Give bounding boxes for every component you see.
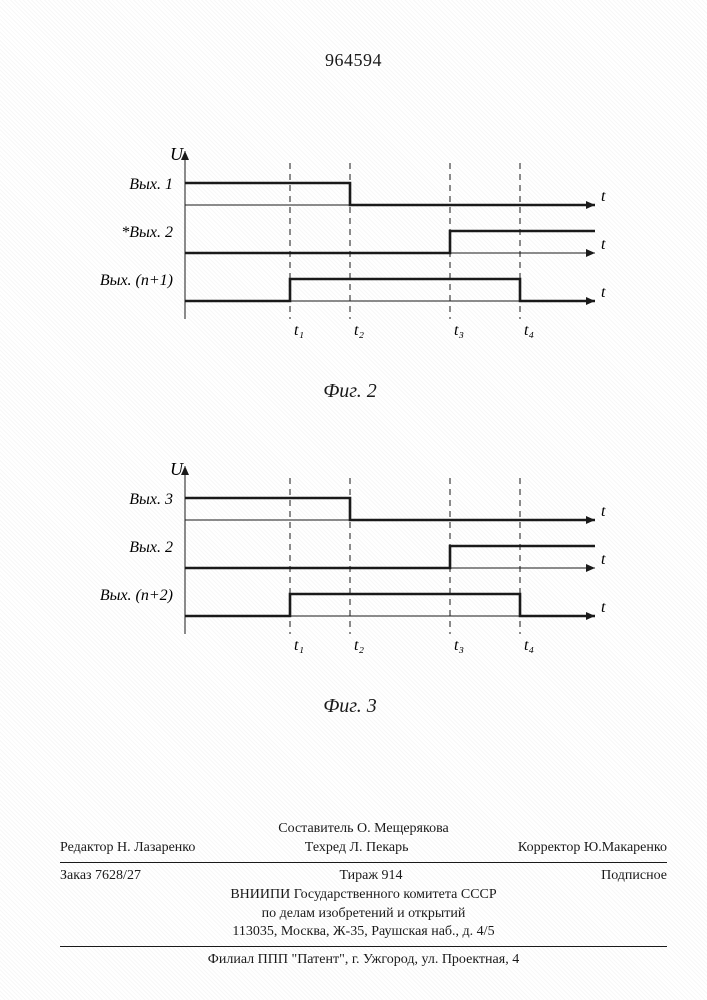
x-axis-label: t <box>601 284 606 301</box>
axis-arrow <box>181 466 189 634</box>
y-axis-label: U <box>170 144 184 164</box>
trace-waveform <box>185 546 595 568</box>
time-tick-label: t₁ <box>294 637 304 654</box>
trace-waveform <box>185 231 595 253</box>
time-tick-label: t₁ <box>294 322 304 339</box>
order-no: Заказ 7628/27 <box>60 867 141 886</box>
time-tick-label: t₄ <box>524 322 534 339</box>
org-line-1: ВНИИПИ Государственного комитета СССР <box>60 886 667 905</box>
trace-label: Вых. 1 <box>129 176 173 193</box>
axis-arrow <box>181 151 189 319</box>
x-axis-label: t <box>601 188 606 205</box>
trace-label: Вых. (n+2) <box>100 587 173 604</box>
subscription: Подписное <box>601 867 667 886</box>
x-axis-label: t <box>601 551 606 568</box>
tirazh: Тираж 914 <box>339 867 402 886</box>
y-axis-label: U <box>170 459 184 479</box>
page-root: 964594 U Вых. 1 t *Вых. 2 t Вых. (n+1) t t₁ t… <box>0 0 707 1000</box>
time-tick-label: t₃ <box>454 322 464 339</box>
figure-caption: Фиг. 3 <box>90 695 610 718</box>
time-tick-label: t₄ <box>524 637 534 654</box>
editor: Редактор Н. Лазаренко <box>60 839 195 858</box>
compiler-line: Составитель О. Мещерякова <box>60 820 667 839</box>
trace-label: Вых. 3 <box>129 491 173 508</box>
print-row: Заказ 7628/27 Тираж 914 Подписное <box>60 867 667 886</box>
trace-label: Вых. (n+1) <box>100 272 173 289</box>
branch-line: Филиал ППП "Патент", г. Ужгород, ул. Про… <box>60 951 667 970</box>
doc-number: 964594 <box>0 50 707 71</box>
techred: Техред Л. Пекарь <box>305 839 409 858</box>
org-line-2: по делам изобретений и открытий <box>60 905 667 924</box>
x-axis-label: t <box>601 236 606 253</box>
time-tick-label: t₂ <box>354 322 364 339</box>
trace-label: Вых. 2 <box>129 539 173 556</box>
colophon: Составитель О. Мещерякова Редактор Н. Ла… <box>60 820 667 970</box>
trace-waveform <box>185 183 595 205</box>
trace-label: *Вых. 2 <box>121 224 173 241</box>
rule-2 <box>60 946 667 947</box>
trace-waveform <box>185 498 595 520</box>
org-line-3: 113035, Москва, Ж-35, Раушская наб., д. … <box>60 923 667 942</box>
trace-waveform <box>185 594 595 616</box>
fig3: U Вых. 3 t Вых. 2 t Вых. (n+2) t t₁ t₂ t₃ t₄ Фиг… <box>90 460 610 718</box>
rule-1 <box>60 862 667 863</box>
time-tick-label: t₃ <box>454 637 464 654</box>
corrector: Корректор Ю.Макаренко <box>518 839 667 858</box>
x-axis-label: t <box>601 599 606 616</box>
time-tick-label: t₂ <box>354 637 364 654</box>
figure-caption: Фиг. 2 <box>90 380 610 403</box>
trace-waveform <box>185 279 595 301</box>
x-axis-label: t <box>601 503 606 520</box>
fig2: U Вых. 1 t *Вых. 2 t Вых. (n+1) t t₁ t₂ t₃ t₄ Фи… <box>90 145 610 403</box>
credits-row: Редактор Н. Лазаренко Техред Л. Пекарь К… <box>60 839 667 858</box>
